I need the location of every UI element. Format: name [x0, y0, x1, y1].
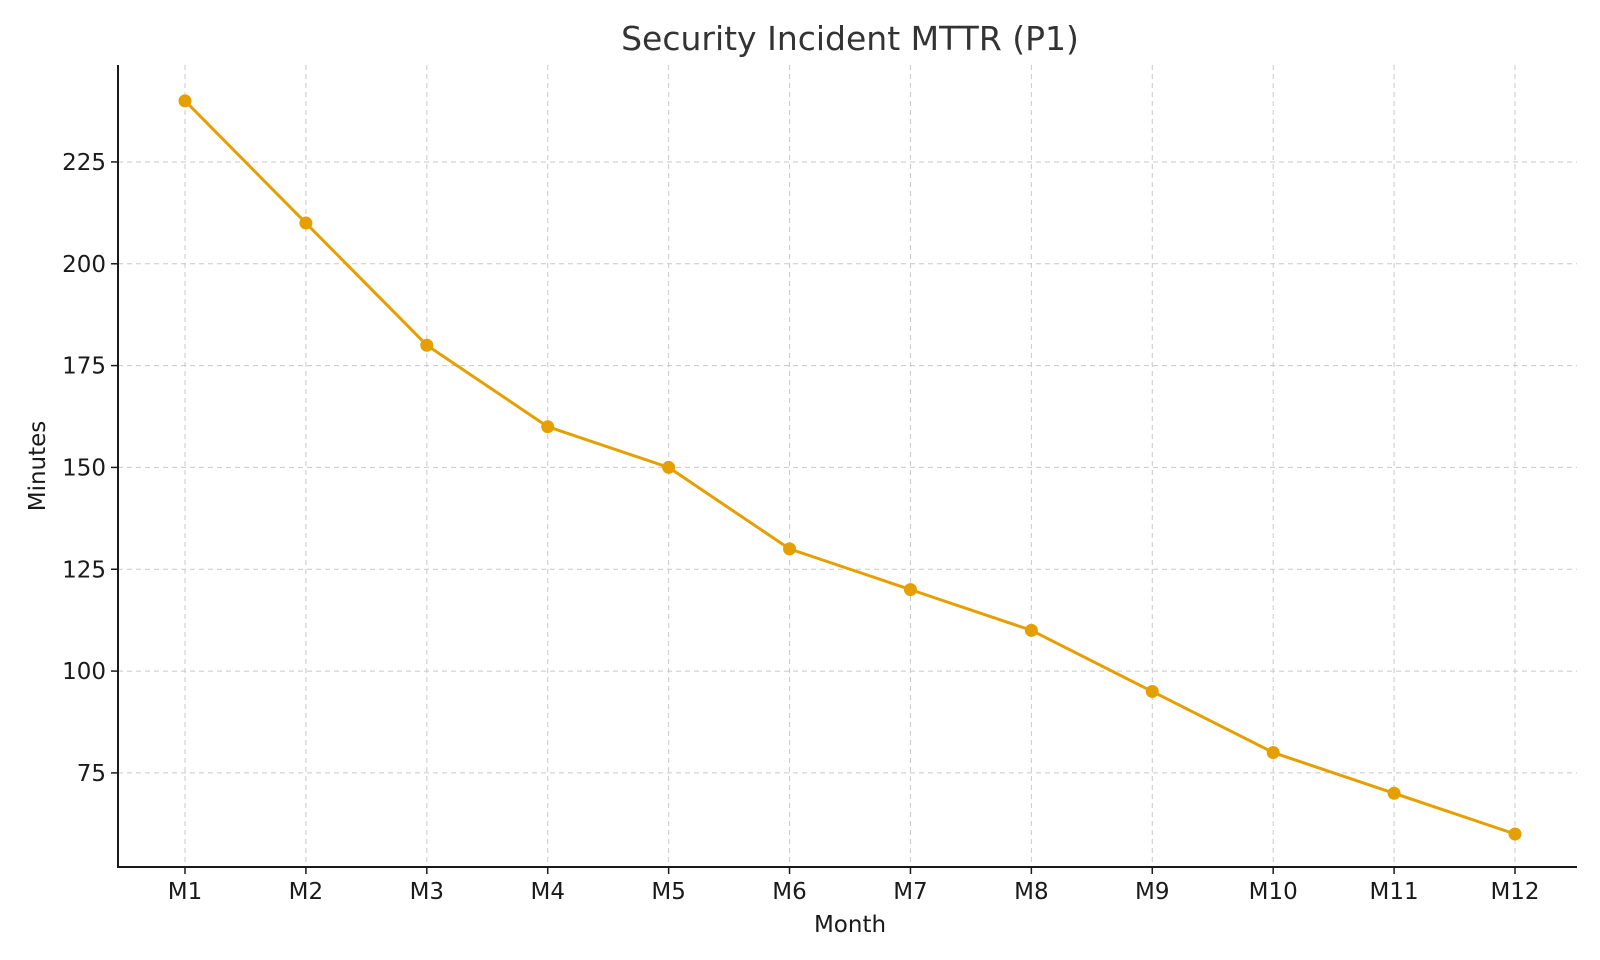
x-tick-label: M8 — [1014, 879, 1048, 905]
x-tick-label: M7 — [893, 879, 927, 905]
data-point-marker — [299, 216, 313, 230]
y-tick-label: 125 — [62, 557, 106, 583]
y-tick-label: 225 — [62, 150, 106, 176]
x-axis-ticks: M1 M2 M3 M4 M5 M6 M7 M8 M9 M10 M11 M12 — [168, 867, 1540, 905]
data-point-marker — [662, 460, 676, 474]
x-tick-label: M11 — [1370, 879, 1419, 905]
y-axis-ticks: 75 100 125 150 175 200 225 — [62, 150, 118, 787]
series-line — [183, 99, 1516, 836]
x-tick-label: M12 — [1490, 879, 1539, 905]
x-tick-label: M1 — [168, 879, 202, 905]
grid-lines — [118, 65, 1577, 867]
x-tick-label: M2 — [289, 879, 323, 905]
y-tick-label: 175 — [62, 354, 106, 380]
y-axis-label: Minutes — [25, 421, 51, 512]
x-tick-label: M6 — [772, 879, 806, 905]
data-point-marker — [420, 338, 434, 352]
data-point-marker — [903, 583, 917, 597]
data-series — [178, 94, 1522, 841]
x-axis-label: Month — [814, 912, 886, 938]
y-tick-label: 100 — [62, 659, 106, 685]
data-point-marker — [1387, 786, 1401, 800]
y-tick-label: 150 — [62, 455, 106, 481]
data-point-marker — [783, 542, 797, 556]
data-point-marker — [1145, 684, 1159, 698]
x-tick-label: M9 — [1135, 879, 1169, 905]
x-tick-label: M10 — [1249, 879, 1298, 905]
y-tick-label: 75 — [77, 761, 106, 787]
x-tick-label: M3 — [410, 879, 444, 905]
data-point-marker — [1508, 827, 1522, 841]
data-point-marker — [178, 94, 192, 108]
data-point-marker — [1266, 746, 1280, 760]
data-point-marker — [1024, 623, 1038, 637]
y-tick-label: 200 — [62, 252, 106, 278]
x-tick-label: M5 — [651, 879, 685, 905]
data-point-marker — [541, 420, 555, 434]
chart-title: Security Incident MTTR (P1) — [621, 19, 1079, 58]
x-tick-label: M4 — [530, 879, 564, 905]
